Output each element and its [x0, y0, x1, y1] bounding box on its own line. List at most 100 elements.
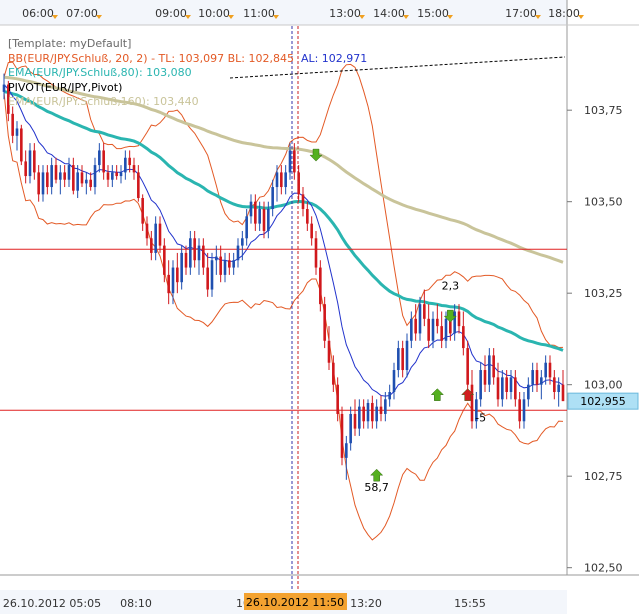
candle-body [210, 260, 214, 290]
candle-body [557, 384, 560, 392]
candle-body [410, 318, 413, 341]
candle-body [85, 179, 88, 184]
candle-body [319, 267, 322, 305]
candle-body [379, 406, 383, 414]
candle-body [501, 377, 504, 400]
candle-body [184, 252, 188, 268]
legend-al-text: AL: 102,971 [300, 51, 368, 65]
candle-body [76, 172, 79, 191]
cursor-time-label: 26.10.2012 11:50 [246, 596, 344, 609]
top-time-label: 10:00 [198, 7, 230, 20]
candle-body [223, 260, 227, 275]
candle-body [405, 340, 409, 371]
candle-body [297, 172, 300, 195]
bottom-time-label: 13:20 [350, 597, 382, 610]
candle-body [540, 377, 543, 385]
candle-body [457, 311, 461, 327]
legend-template: [Template: myDefault] [8, 37, 367, 52]
top-time-marker [578, 15, 584, 19]
candle-body [189, 238, 192, 268]
candle-body [37, 172, 40, 195]
candle-body [362, 406, 365, 422]
top-time-marker [52, 15, 58, 19]
candle-body [267, 209, 270, 231]
top-time-label: 15:00 [417, 7, 449, 20]
candle-body [98, 150, 101, 166]
candle-body [505, 377, 508, 392]
candle-body [561, 384, 565, 402]
candle-body [544, 362, 547, 378]
candle-body [206, 267, 209, 290]
top-time-marker [228, 15, 234, 19]
candle-body [145, 223, 149, 239]
top-time-marker [403, 15, 409, 19]
top-time-marker [359, 15, 365, 19]
candle-body [24, 161, 27, 177]
bb-lower-line [3, 91, 564, 541]
top-time-label: 09:00 [155, 7, 187, 20]
candle-body [275, 172, 279, 188]
candle-body [228, 260, 231, 268]
candle-body [470, 384, 474, 422]
candle-body [392, 370, 396, 392]
candle-body [249, 201, 253, 217]
candle-body [293, 150, 296, 173]
y-tick-label: 103,50 [584, 196, 623, 209]
pivot-line [229, 56, 566, 79]
candle-body [271, 187, 274, 209]
top-time-label: 07:00 [66, 7, 98, 20]
candle-body [150, 238, 153, 253]
candle-body [340, 413, 344, 458]
candle-body [33, 150, 36, 173]
candle-body [128, 157, 131, 166]
candle-body [236, 245, 240, 261]
candle-body [414, 318, 417, 334]
candle-body [440, 326, 443, 341]
legend-ema160: EMA(EUR/JPY.Schluß,160): 103,440 [8, 95, 367, 110]
candle-body [15, 128, 19, 136]
legend-bb-text: BB(EUR/JPY.Schluß, 20, 2) - TL: 103,097 … [8, 51, 294, 65]
top-time-marker [185, 15, 191, 19]
candle-body [67, 165, 71, 180]
candle-body [431, 318, 435, 341]
signal-annotation: 2,3 [442, 280, 460, 293]
candle-body [59, 172, 62, 180]
candle-body [41, 172, 45, 195]
candle-body [475, 399, 478, 422]
top-time-marker [96, 15, 102, 19]
candle-body [193, 238, 196, 261]
candle-body [115, 172, 118, 177]
candle-body [436, 318, 439, 327]
candle-body [28, 150, 32, 177]
current-price-label: 102,955 [580, 395, 626, 408]
candle-body [323, 304, 326, 341]
candle-body [20, 128, 23, 162]
candle-body [522, 399, 526, 422]
candle-body [202, 245, 205, 268]
current-price-box [567, 392, 639, 410]
candle-body [479, 370, 482, 400]
candle-body [7, 84, 10, 114]
candle-body [531, 370, 534, 385]
candle-body [215, 256, 218, 261]
candle-body [167, 274, 170, 294]
candle-body [314, 238, 318, 268]
signal-annotation: -5 [475, 411, 486, 424]
bottom-time-label: 08:10 [120, 597, 152, 610]
red-up-arrow [461, 388, 475, 401]
candle-body [106, 172, 110, 180]
y-tick-label: 103,75 [584, 104, 623, 117]
candle-body [158, 223, 162, 246]
right-axis-band [567, 0, 639, 614]
legend-ema80: EMA(EUR/JPY.Schluß,80): 103,080 [8, 66, 367, 81]
candle-body [219, 256, 222, 275]
candle-body [288, 150, 292, 173]
candle-body [124, 157, 127, 173]
candle-body [423, 304, 426, 319]
candle-body [301, 194, 305, 209]
legend-ema80-text: EMA(EUR/JPY.Schluß,80): 103,080 [8, 66, 192, 79]
candle-body [46, 172, 49, 188]
top-time-label: 18:00 [548, 7, 580, 20]
candle-body [371, 402, 374, 422]
